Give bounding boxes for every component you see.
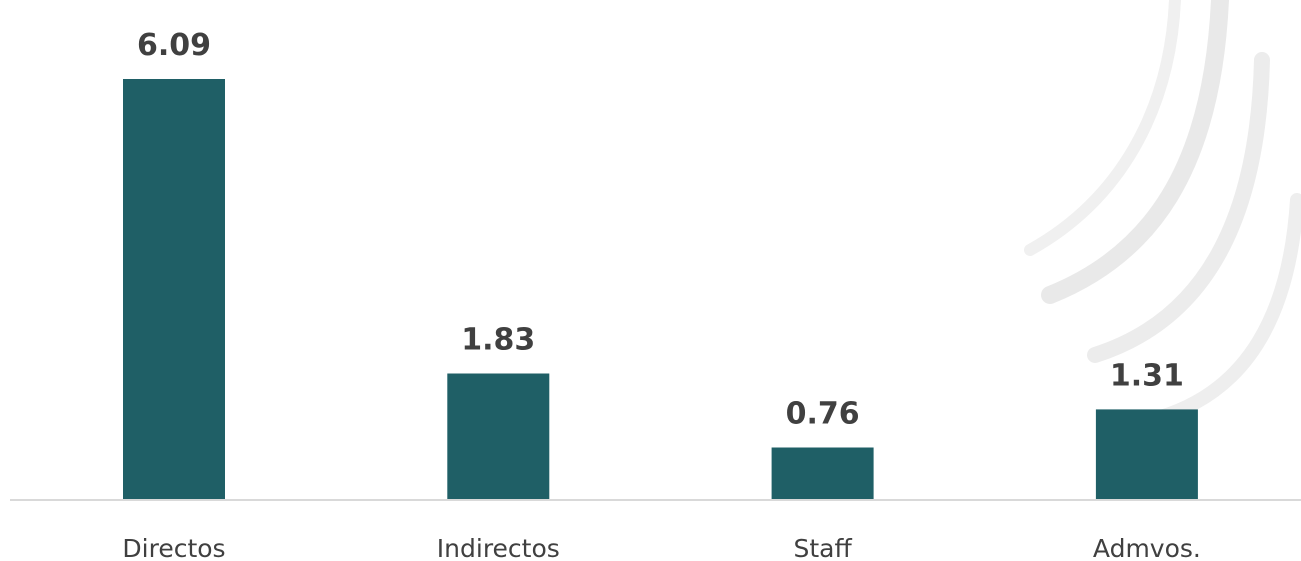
data-label: 1.83 — [461, 323, 535, 358]
watermark-arc — [1041, 0, 1229, 304]
watermark-arc — [1024, 0, 1181, 256]
category-tick-label: Indirectos — [437, 534, 560, 561]
data-label: 0.76 — [786, 397, 860, 432]
decorative-watermark-arcs — [1024, 0, 1301, 427]
bar-staff — [771, 447, 874, 500]
watermark-arc — [1087, 52, 1270, 363]
bar-indirectos — [447, 373, 550, 500]
bar-admvos — [1095, 409, 1198, 500]
value-labels-group: 6.09 1.83 0.76 1.31 — [137, 28, 1184, 432]
watermark-arc — [1143, 193, 1301, 427]
category-labels-group: Directos Indirectos Staff Admvos. — [122, 534, 1200, 561]
category-tick-label: Directos — [122, 534, 225, 561]
data-label: 1.31 — [1110, 358, 1184, 393]
category-tick-label: Admvos. — [1093, 534, 1201, 561]
bar-directos — [123, 79, 225, 500]
data-label: 6.09 — [137, 28, 211, 63]
bars-group — [123, 79, 1198, 500]
category-tick-label: Staff — [793, 534, 852, 561]
